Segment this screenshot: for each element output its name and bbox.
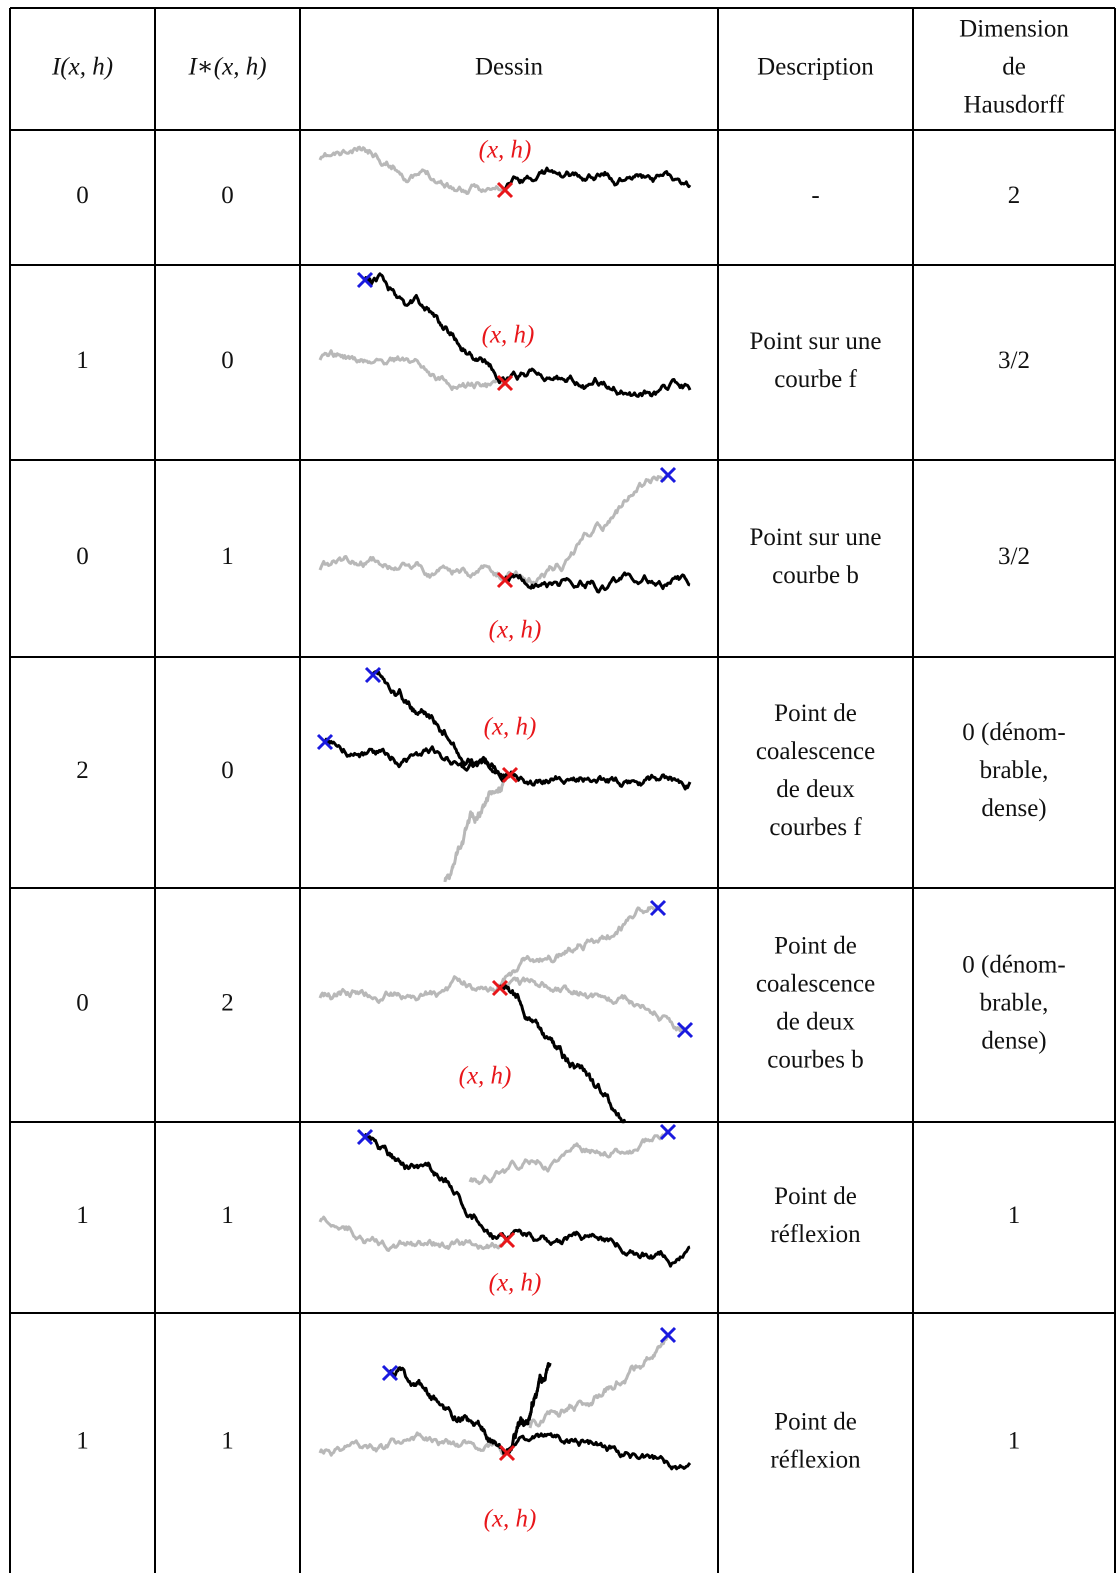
cell-I-star: 1	[221, 543, 234, 570]
path-curve	[510, 772, 690, 789]
cell-I: 1	[76, 347, 89, 374]
header-cell: Dimension	[959, 16, 1069, 43]
header-cell: Dessin	[475, 54, 544, 81]
cell-I-star: 2	[221, 990, 234, 1017]
point-label: (x, h)	[489, 1270, 542, 1297]
hausdorff-dimension: 0 (dénom-	[962, 952, 1065, 979]
path-curve	[530, 1335, 668, 1428]
description: -	[811, 182, 819, 209]
hausdorff-dimension: brable,	[980, 757, 1049, 784]
path-curve	[320, 977, 500, 1003]
drawing: (x, h)	[320, 273, 690, 396]
drawing: (x, h)	[318, 668, 690, 882]
drawing: (x, h)	[320, 468, 690, 644]
table: I(x, h) I∗(x, h) Dessin Description Dimensio…	[0, 0, 1117, 1573]
path-curve	[445, 775, 510, 882]
header-cell: de	[1002, 54, 1026, 81]
point-label: (x, h)	[484, 1506, 537, 1533]
cell-I-star: 1	[221, 1428, 234, 1455]
path-curve	[500, 986, 625, 1123]
path-curve	[365, 1135, 507, 1240]
path-curve	[320, 351, 505, 390]
path-curve	[505, 168, 690, 190]
path-curve	[505, 475, 668, 584]
path-curve	[507, 1230, 690, 1266]
description: de deux	[776, 776, 855, 803]
header-cell: Hausdorff	[964, 92, 1066, 119]
cell-I: 2	[76, 757, 89, 784]
cross-marker	[661, 468, 675, 482]
cell-I-star: 0	[221, 347, 234, 374]
description: réflexion	[770, 1447, 861, 1474]
path-curve	[325, 739, 510, 781]
header-cell: Description	[757, 54, 874, 81]
description: Point sur une	[750, 524, 882, 551]
point-label: (x, h)	[484, 714, 537, 741]
cell-I: 0	[76, 182, 89, 209]
point-label: (x, h)	[459, 1063, 512, 1090]
cross-marker	[500, 1233, 514, 1247]
point-label: (x, h)	[479, 137, 532, 164]
description: Point sur une	[750, 328, 882, 355]
cell-I-star: 0	[221, 182, 234, 209]
description: réflexion	[770, 1221, 861, 1248]
cell-I-star: 1	[221, 1202, 234, 1229]
cell-I: 0	[76, 990, 89, 1017]
drawing: (x, h)	[320, 901, 692, 1123]
header-cell: I∗(x, h)	[187, 54, 266, 81]
path-curve	[505, 369, 690, 396]
description: coalescence	[756, 738, 875, 765]
cell-I: 1	[76, 1202, 89, 1229]
cell-I-star: 0	[221, 757, 234, 784]
point-label: (x, h)	[482, 322, 535, 349]
path-curve	[500, 906, 658, 988]
header-cell: I(x, h)	[51, 54, 113, 81]
drawing: (x, h)	[320, 137, 690, 197]
path-curve	[320, 557, 505, 581]
hausdorff-dimension: 2	[1008, 182, 1021, 209]
description: courbes b	[767, 1047, 864, 1074]
cell-I: 1	[76, 1428, 89, 1455]
hausdorff-dimension: dense)	[981, 795, 1046, 822]
hausdorff-dimension: 3/2	[998, 543, 1030, 570]
hausdorff-dimension: brable,	[980, 990, 1049, 1017]
description: Point de	[774, 1409, 857, 1436]
description: Point de	[774, 933, 857, 960]
description: courbe f	[774, 366, 857, 393]
hausdorff-dimension: 1	[1008, 1202, 1021, 1229]
path-curve	[320, 147, 505, 193]
path-curve	[470, 1132, 668, 1184]
description: coalescence	[756, 971, 875, 998]
drawing: (x, h)	[320, 1125, 690, 1297]
hausdorff-dimension: 0 (dénom-	[962, 719, 1065, 746]
drawing: (x, h)	[320, 1328, 690, 1533]
hausdorff-dimension: dense)	[981, 1028, 1046, 1055]
cross-marker	[661, 1125, 675, 1139]
point-label: (x, h)	[489, 617, 542, 644]
description: Point de	[774, 700, 857, 727]
path-curve	[507, 1434, 690, 1469]
description: courbes f	[769, 814, 862, 841]
hausdorff-dimension: 3/2	[998, 347, 1030, 374]
description: Point de	[774, 1183, 857, 1210]
cell-I: 0	[76, 543, 89, 570]
hausdorff-dimension: 1	[1008, 1428, 1021, 1455]
path-curve	[500, 978, 685, 1031]
cross-marker	[661, 1328, 675, 1342]
description: de deux	[776, 1009, 855, 1036]
description: courbe b	[772, 562, 859, 589]
path-curve	[320, 1433, 507, 1455]
